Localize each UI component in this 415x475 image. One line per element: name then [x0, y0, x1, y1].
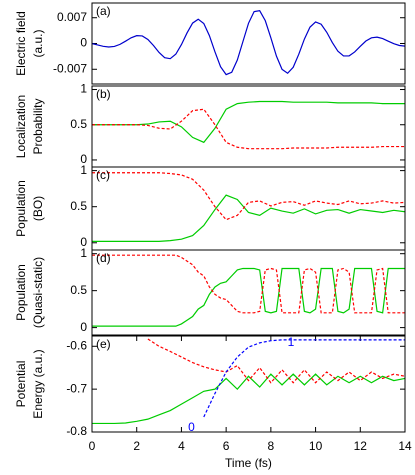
- y-axis-label: Potential: [14, 361, 28, 408]
- y-tick-label: 0.007: [57, 10, 87, 24]
- panel-label: (c): [96, 168, 110, 182]
- y-tick-label: -0.7: [66, 381, 87, 395]
- data-line: [92, 373, 405, 425]
- data-line: [203, 339, 405, 418]
- x-tick-label: 8: [268, 439, 275, 453]
- plot-frame: [91, 335, 406, 433]
- y-tick-label: 0.5: [70, 199, 87, 213]
- plot-frame: [91, 249, 406, 336]
- y-axis-label: Energy (a.u.): [31, 349, 45, 418]
- data-line: [92, 194, 405, 242]
- panel-label: (d): [96, 251, 111, 265]
- panel-label: (e): [96, 337, 111, 351]
- y-tick-label: 1: [80, 246, 87, 260]
- y-axis-label: (BO): [31, 196, 45, 221]
- y-tick-label: 0.5: [70, 283, 87, 297]
- data-line: [92, 100, 405, 144]
- y-axis-label: Electric field: [14, 11, 28, 76]
- annotation: 0: [188, 420, 195, 434]
- x-tick-label: 6: [223, 439, 230, 453]
- y-tick-label: -0.8: [66, 424, 87, 438]
- y-tick-label: 0: [80, 36, 87, 50]
- data-line: [92, 267, 405, 327]
- y-axis-label: Probability: [31, 98, 45, 154]
- y-tick-label: 1: [80, 82, 87, 96]
- data-line: [147, 338, 405, 384]
- plot-frame: [91, 2, 406, 85]
- y-tick-label: 1: [80, 163, 87, 177]
- x-tick-label: 12: [354, 439, 368, 453]
- y-tick-label: 0: [80, 320, 87, 334]
- y-axis-label: Localization: [14, 95, 28, 158]
- data-line: [92, 172, 405, 221]
- x-tick-label: 0: [89, 439, 96, 453]
- y-tick-label: -0.007: [53, 61, 87, 75]
- y-tick-label: 0.5: [70, 117, 87, 131]
- data-line: [92, 254, 405, 314]
- plot-frame: [91, 85, 406, 168]
- y-axis-label: (Quasi-static): [31, 257, 45, 328]
- y-axis-label: Population: [14, 180, 28, 237]
- panel-label: (a): [96, 4, 111, 18]
- y-tick-label: -0.6: [66, 338, 87, 352]
- x-tick-label: 4: [178, 439, 185, 453]
- y-tick-label: 0: [80, 235, 87, 249]
- x-tick-label: 2: [133, 439, 140, 453]
- plot-frame: [91, 166, 406, 251]
- y-axis-label: (a.u.): [31, 29, 45, 57]
- data-line: [92, 108, 405, 150]
- y-tick-label: 0: [80, 152, 87, 166]
- x-tick-label: 14: [398, 439, 412, 453]
- annotation: 1: [288, 335, 295, 349]
- y-axis-label: Population: [14, 264, 28, 321]
- data-line: [92, 10, 405, 76]
- x-tick-label: 10: [309, 439, 323, 453]
- x-axis-label: Time (fs): [225, 456, 272, 470]
- panel-label: (b): [96, 87, 111, 101]
